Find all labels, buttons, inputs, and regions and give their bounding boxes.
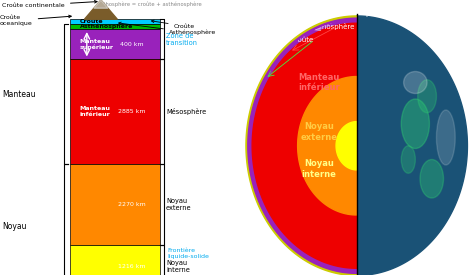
Ellipse shape bbox=[437, 110, 455, 165]
Bar bbox=[70, 24, 160, 29]
Polygon shape bbox=[94, 0, 108, 8]
Bar bbox=[70, 245, 160, 275]
Text: Noyau: Noyau bbox=[2, 222, 27, 231]
Text: Noyau
externe: Noyau externe bbox=[166, 198, 192, 211]
Polygon shape bbox=[248, 18, 356, 273]
Polygon shape bbox=[336, 122, 356, 170]
Text: Manteau
supérieur: Manteau supérieur bbox=[80, 39, 114, 50]
Polygon shape bbox=[252, 23, 356, 268]
Text: 2885 km: 2885 km bbox=[118, 109, 145, 114]
Text: 2270 km: 2270 km bbox=[118, 202, 145, 207]
Text: Noyau
interne: Noyau interne bbox=[302, 160, 337, 179]
Text: Asthénosphère: Asthénosphère bbox=[303, 23, 355, 30]
Text: Asthénosphère: Asthénosphère bbox=[80, 24, 133, 29]
Polygon shape bbox=[249, 19, 356, 272]
Text: Noyau
interne: Noyau interne bbox=[166, 260, 190, 273]
Ellipse shape bbox=[401, 99, 429, 148]
Ellipse shape bbox=[420, 160, 444, 198]
Text: Manteau
inférieur: Manteau inférieur bbox=[80, 106, 110, 117]
Bar bbox=[70, 59, 160, 164]
Polygon shape bbox=[298, 76, 356, 215]
Bar bbox=[70, 29, 160, 59]
Text: 1216 km: 1216 km bbox=[118, 264, 145, 269]
Text: Zone de
transition: Zone de transition bbox=[166, 33, 198, 46]
Text: Croûte: Croûte bbox=[152, 20, 195, 29]
Text: Manteau supérieur: Manteau supérieur bbox=[321, 8, 394, 17]
Bar bbox=[70, 164, 160, 245]
Polygon shape bbox=[84, 0, 117, 19]
Ellipse shape bbox=[403, 72, 427, 94]
Polygon shape bbox=[356, 16, 467, 275]
Text: Mésosphère: Mésosphère bbox=[166, 108, 206, 115]
Text: Frontière
liquide-solide: Frontière liquide-solide bbox=[168, 248, 210, 258]
Text: Lithosphère = croûte + asthénosphère: Lithosphère = croûte + asthénosphère bbox=[99, 1, 201, 7]
Text: Croûte continentale: Croûte continentale bbox=[2, 1, 97, 8]
Text: Manteau
inférieur: Manteau inférieur bbox=[298, 73, 340, 92]
Text: Noyau
externe: Noyau externe bbox=[301, 122, 337, 142]
Ellipse shape bbox=[418, 80, 437, 113]
Text: Croûte: Croûte bbox=[80, 19, 103, 24]
Text: Croûte: Croûte bbox=[291, 37, 314, 43]
Polygon shape bbox=[246, 16, 356, 275]
Ellipse shape bbox=[401, 146, 415, 173]
Text: Asthénosphère: Asthénosphère bbox=[118, 22, 216, 35]
Bar bbox=[70, 19, 160, 24]
Text: Croûte
oceanique: Croûte oceanique bbox=[0, 15, 71, 26]
Text: Manteau: Manteau bbox=[2, 90, 36, 98]
Text: 400 km: 400 km bbox=[119, 42, 143, 47]
